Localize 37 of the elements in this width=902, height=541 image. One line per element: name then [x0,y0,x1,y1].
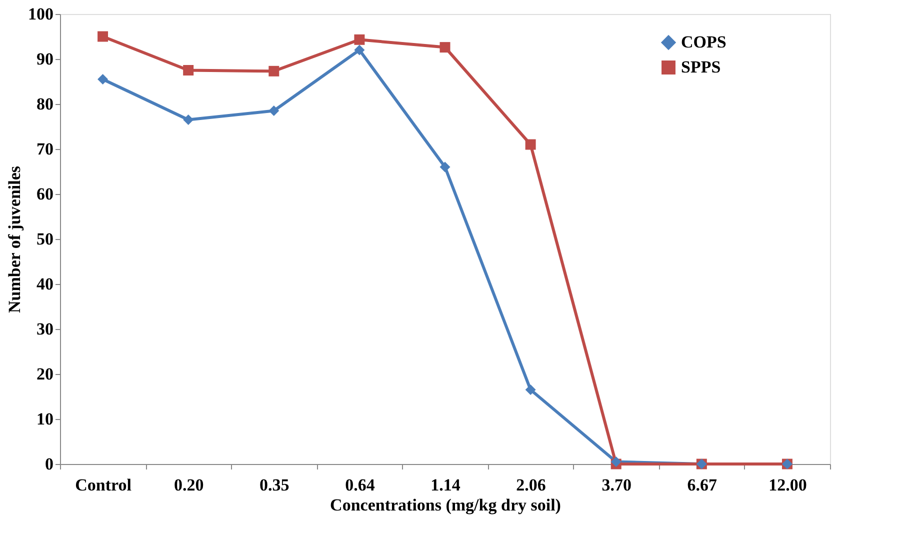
y-tick-label: 100 [28,4,54,24]
y-tick-label: 20 [36,364,54,384]
point [268,66,280,76]
x-tick-label: 2.06 [516,476,546,494]
x-axis-title: Concentrations (mg/kg dry soil) [330,496,561,514]
point [525,139,536,150]
y-axis-title: Number of juveniles [5,166,24,314]
point [98,74,108,84]
y-tick-label: 10 [36,410,54,428]
y-tick-label: 60 [36,184,54,204]
point [354,44,365,56]
x-tick-label: 3.70 [602,476,632,494]
point [440,162,450,172]
legend-label: SPPS [681,58,721,76]
x-tick-label: 0.20 [174,476,204,494]
point [525,384,536,395]
x-tick-label: Control [75,476,132,494]
x-tick-label: 1.14 [430,476,461,494]
y-tick-label: 40 [36,274,54,294]
y-tick-label: 90 [36,50,54,68]
legend-label: COPS [681,32,726,52]
point [98,31,108,42]
point [610,456,622,467]
point [183,114,194,125]
x-tick-label: 12.00 [768,476,807,494]
point [183,65,194,76]
y-tick-label: 70 [36,140,54,158]
point [440,42,450,53]
y-tick-label: 50 [36,230,54,248]
point [354,34,365,45]
x-tick-label: 6.67 [687,476,718,494]
x-tick-label: 0.35 [260,476,290,494]
y-tick-label: 30 [36,320,54,338]
y-tick-label: 0 [45,454,54,474]
point [268,106,280,116]
y-tick-label: 80 [36,94,54,114]
x-tick-label: 0.64 [345,476,376,494]
